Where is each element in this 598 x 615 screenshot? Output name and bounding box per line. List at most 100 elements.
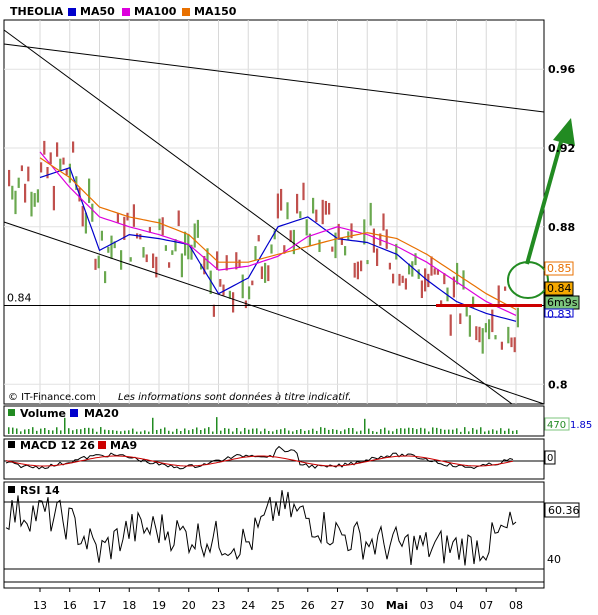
volume-bar [72, 430, 74, 434]
candle [222, 284, 225, 296]
candle [187, 234, 190, 260]
legend-swatch-ma20 [70, 409, 78, 417]
price-label-time: 6m9s [547, 296, 578, 309]
candle [449, 314, 452, 336]
candle [494, 335, 497, 340]
volume-bar [68, 428, 70, 434]
candle [292, 229, 295, 255]
volume-bar [516, 430, 518, 434]
volume-bar [112, 430, 114, 434]
candle [49, 152, 52, 165]
volume-bar [352, 428, 354, 434]
candle [11, 185, 14, 200]
volume-bar [428, 431, 430, 434]
candle [408, 263, 411, 275]
legend-ma9: MA9 [110, 439, 137, 452]
candle [488, 319, 491, 340]
x-tick-label: 27 [331, 599, 345, 612]
candle [510, 337, 513, 348]
volume-bar [60, 430, 62, 434]
legend-swatch-volume [8, 409, 15, 416]
candle [270, 244, 273, 254]
volume-bar [232, 431, 234, 434]
candle [395, 243, 398, 260]
volume-bar [424, 428, 426, 434]
rsi-line [5, 490, 517, 566]
x-tick-label: Mai [386, 599, 408, 612]
candle [254, 246, 257, 261]
volume-bar [76, 429, 78, 434]
volume-bar [80, 429, 82, 434]
x-tick-label: 17 [93, 599, 107, 612]
candle [328, 202, 331, 215]
volume-bar [48, 430, 50, 434]
candle [318, 239, 321, 253]
candle [148, 226, 151, 233]
volume-bar [476, 429, 478, 434]
price-label-box [544, 281, 574, 296]
candle [392, 273, 395, 284]
x-tick-label: 07 [479, 599, 493, 612]
price-label-ma50: 0.83 [547, 308, 572, 321]
volume-bar [84, 427, 86, 434]
candle [257, 235, 260, 242]
candle [347, 231, 350, 241]
volume-bar [304, 430, 306, 434]
volume-bar [440, 428, 442, 434]
volume-bar [256, 428, 258, 434]
macd-value-label: 0 [547, 453, 553, 464]
volume-bar [104, 429, 106, 434]
rsi-label-box [544, 502, 580, 518]
volume-bar [116, 430, 118, 434]
volume-bar [276, 429, 278, 434]
x-tick-label: 18 [122, 599, 136, 612]
price-label-current: 0.84 [547, 282, 572, 295]
volume-bar [436, 427, 438, 434]
candle [180, 253, 183, 278]
volume-bar [196, 427, 198, 434]
volume-bar [472, 428, 474, 434]
legend-macd: MACD 12 26 [20, 439, 95, 452]
volume-bar [108, 430, 110, 434]
candle [497, 285, 500, 304]
volume-bar [100, 427, 102, 434]
volume-bar [56, 427, 58, 434]
volume-bar [492, 429, 494, 434]
legend-swatch-ma100 [122, 8, 130, 16]
volume-bar [448, 429, 450, 434]
volume-bar [508, 428, 510, 434]
candle [62, 157, 65, 165]
macd-line [5, 445, 514, 470]
legend-swatch-rsi [8, 486, 15, 493]
candle [264, 262, 267, 283]
candle [193, 223, 196, 248]
candle [116, 212, 119, 223]
volume-bar [384, 427, 386, 434]
candle [507, 326, 510, 344]
candle [145, 254, 148, 263]
candle [484, 323, 487, 333]
volume-bar [220, 430, 222, 434]
price-grid [4, 20, 544, 404]
candle [27, 166, 30, 182]
candle [260, 266, 263, 280]
candle [321, 199, 324, 225]
candle [158, 218, 161, 231]
candle [88, 178, 91, 203]
volume-bar [372, 431, 374, 434]
volume-bar [336, 429, 338, 434]
candle [68, 163, 71, 183]
candle [337, 223, 340, 240]
candle [273, 230, 276, 240]
volume-bar [484, 431, 486, 434]
ma-line-ma50 [39, 166, 517, 322]
candle [123, 216, 126, 240]
rsi-value-label: 60.36 [548, 504, 580, 517]
ma-line-ma100 [39, 151, 517, 316]
candle [302, 182, 305, 201]
volume-bar [88, 427, 90, 434]
volume-bar [400, 428, 402, 434]
volume-bar [412, 428, 414, 434]
macd-label-box [544, 450, 556, 465]
trend-line-upper [3, 43, 545, 113]
